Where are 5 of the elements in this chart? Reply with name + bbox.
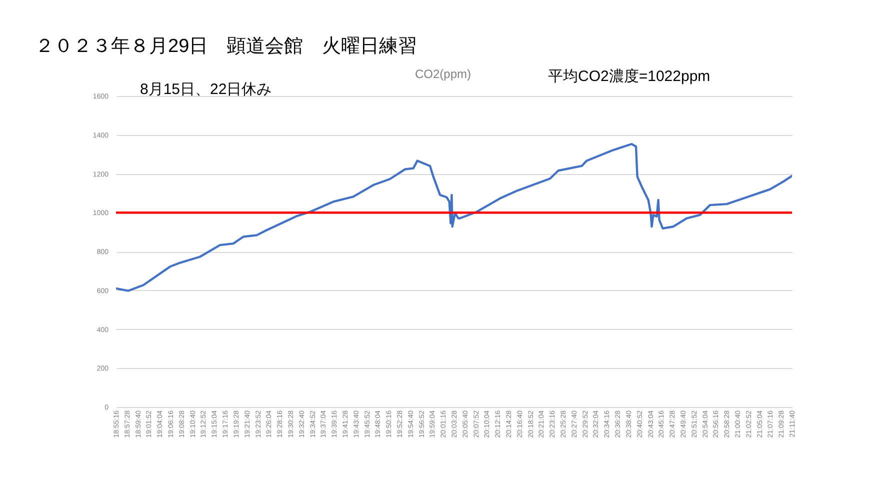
chart-subtitle: CO2(ppm) [414,67,472,81]
line-series [116,142,792,292]
text: 平均CO2濃度=1022ppm [548,68,710,85]
annotation: 8月15日、22日休み [140,81,272,98]
chart-title: ２０２３年８月29日 顕道会館 火曜日練習 [35,36,418,57]
